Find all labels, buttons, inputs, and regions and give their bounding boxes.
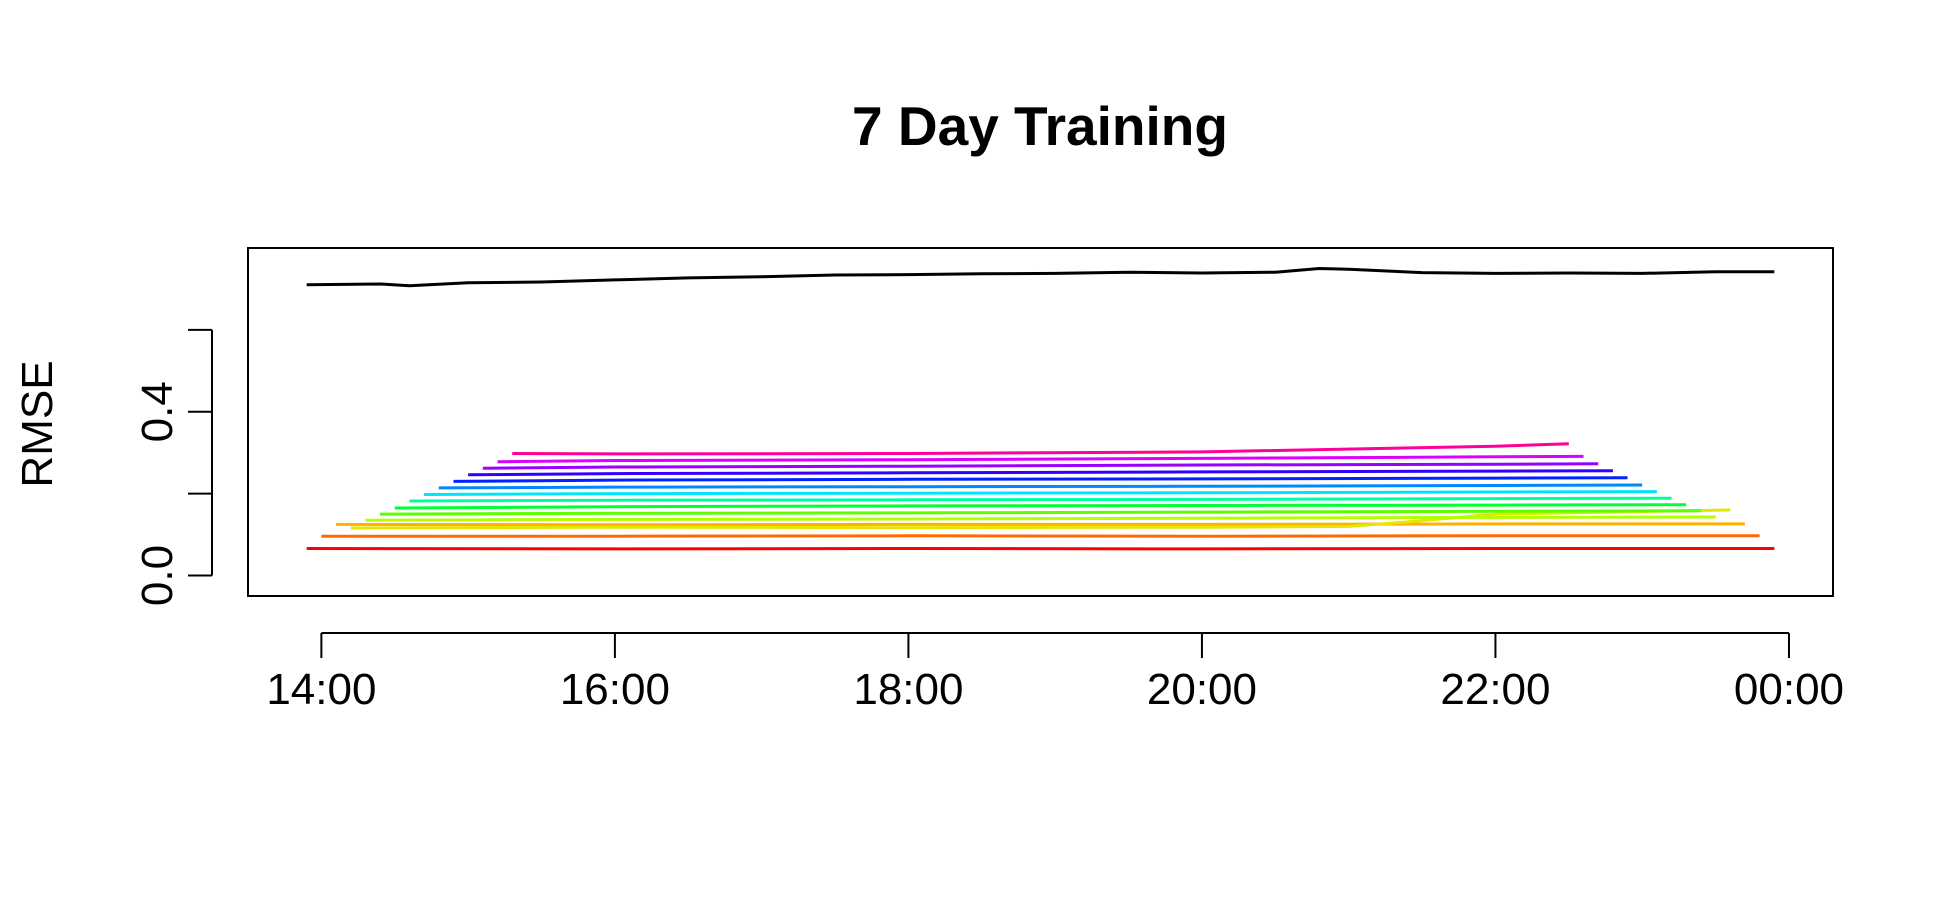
series-line-15 bbox=[497, 454, 1584, 464]
x-tick-label: 16:00 bbox=[560, 665, 670, 714]
series-layer bbox=[306, 267, 1775, 551]
series-line-10 bbox=[424, 490, 1657, 496]
y-axis-label: RMSE bbox=[13, 360, 62, 487]
series-line-13 bbox=[468, 469, 1613, 477]
series-line-11 bbox=[438, 483, 1643, 490]
x-axis: 14:00 16:00 18:00 20:00 22:00 00:00 bbox=[266, 632, 1844, 714]
plot-frame bbox=[247, 247, 1834, 597]
series-line-4 bbox=[336, 522, 1745, 527]
series-line-6 bbox=[365, 515, 1716, 522]
x-tick-label: 00:00 bbox=[1734, 665, 1844, 714]
series-line-16 bbox=[512, 442, 1569, 456]
series-line-8 bbox=[394, 503, 1687, 510]
series-line-7 bbox=[380, 509, 1701, 516]
series-line-12 bbox=[453, 476, 1628, 483]
x-tick-label: 18:00 bbox=[853, 665, 963, 714]
series-line-9 bbox=[409, 496, 1672, 503]
x-tick-label: 14:00 bbox=[266, 665, 376, 714]
x-tick-label: 20:00 bbox=[1147, 665, 1257, 714]
series-line-1 bbox=[306, 267, 1775, 288]
series-line-5 bbox=[350, 508, 1731, 530]
y-tick-label: 0.0 bbox=[133, 545, 182, 606]
x-tick-label: 22:00 bbox=[1440, 665, 1550, 714]
chart-title: 7 Day Training bbox=[852, 95, 1228, 157]
y-tick-label: 0.4 bbox=[133, 381, 182, 442]
series-line-14 bbox=[482, 462, 1599, 470]
y-axis: 0.0 0.4 bbox=[133, 328, 213, 606]
